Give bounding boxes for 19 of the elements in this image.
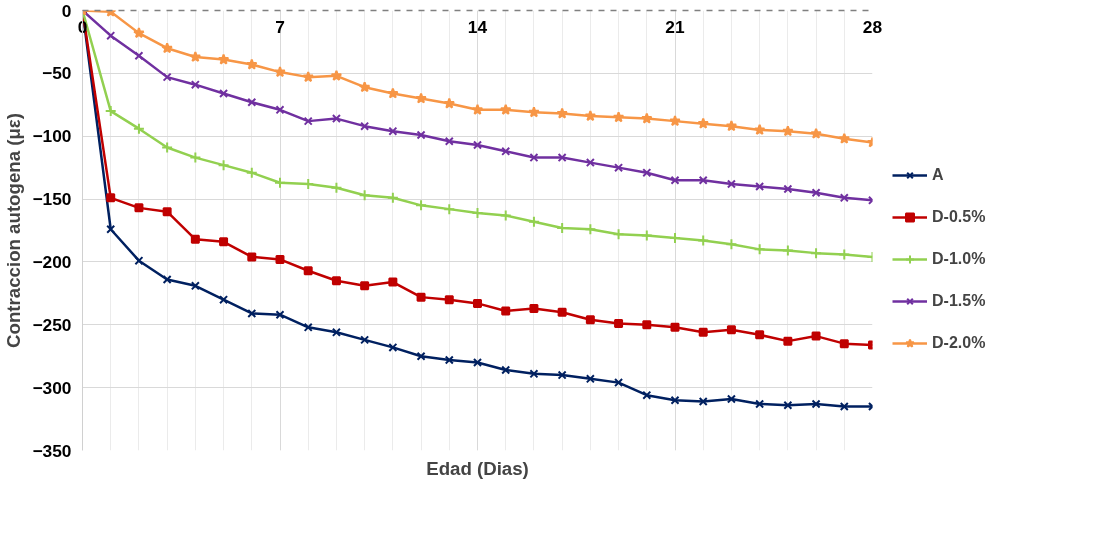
y-tick-label: −150 [32, 189, 72, 210]
y-tick-label: −100 [32, 126, 72, 147]
legend-label: D-1.5% [932, 291, 986, 310]
legend-label: A [932, 165, 945, 184]
x-axis-title: Edad (Dias) [426, 457, 529, 479]
x-tick-label: 21 [665, 16, 685, 37]
x-tick-label: 7 [275, 16, 285, 37]
y-tick-label: −300 [32, 377, 72, 398]
x-tick-label: 28 [862, 16, 883, 37]
x-tick-label: 14 [467, 16, 488, 37]
y-axis-title: Contraccion autogena (με) [3, 113, 25, 348]
y-tick-label: −200 [32, 251, 72, 272]
legend-label: D-2.0% [932, 333, 986, 352]
y-tick-label: 0 [61, 0, 72, 21]
legend-label: D-0.5% [932, 207, 986, 226]
y-tick-label: −350 [32, 440, 72, 461]
legend-label: D-1.0% [932, 249, 986, 268]
y-tick-label: −50 [42, 63, 72, 84]
y-tick-label: −250 [32, 314, 72, 335]
